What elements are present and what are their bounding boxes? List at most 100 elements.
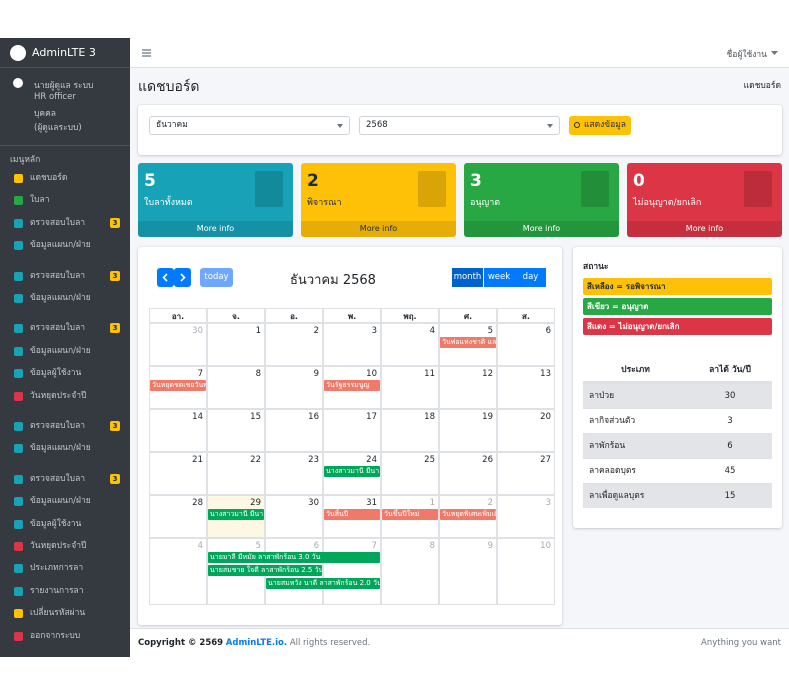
- day-cell[interactable]: 2: [265, 323, 323, 366]
- menu-item[interactable]: ข้อมูลแผนก/ฝ่าย: [8, 438, 124, 458]
- footer-link[interactable]: AdminLTE.io.: [225, 638, 288, 648]
- menu-item[interactable]: ตรวจสอบใบลา 3: [8, 469, 124, 489]
- chevron: [162, 273, 168, 282]
- day-cell[interactable]: 27: [497, 452, 555, 495]
- menu-icon: [14, 631, 23, 641]
- day-cell[interactable]: 9: [265, 366, 323, 409]
- day-cell[interactable]: 4: [149, 538, 207, 605]
- day-cell[interactable]: 5: [439, 323, 497, 366]
- more-info[interactable]: More info: [301, 221, 456, 237]
- brand[interactable]: AdminLTE 3: [0, 38, 130, 68]
- view-button[interactable]: week: [483, 268, 515, 287]
- day-cell[interactable]: 9: [439, 538, 497, 605]
- menu-item[interactable]: ข้อมูลแผนก/ฝ่าย: [8, 491, 124, 511]
- day-cell[interactable]: 12: [439, 366, 497, 409]
- more-info[interactable]: More info: [138, 221, 293, 237]
- day-cell[interactable]: 30: [265, 495, 323, 538]
- day-cell[interactable]: 4: [381, 323, 439, 366]
- day-cell[interactable]: 11: [381, 366, 439, 409]
- day-cell[interactable]: 14: [149, 409, 207, 452]
- user-line: (ผู้ดูแลระบบ): [34, 123, 82, 133]
- menu-item[interactable]: วันหยุดประจำปี: [8, 536, 124, 556]
- menu-item[interactable]: ข้อมูลแผนก/ฝ่าย: [8, 235, 124, 255]
- leave-type: ลาคลอดบุตร: [589, 466, 636, 476]
- day-cell[interactable]: 26: [439, 452, 497, 495]
- day-cell[interactable]: 24: [323, 452, 381, 495]
- calendar-event[interactable]: วันหยุดชดเชยวันพ่อแห่งชาติ: [150, 380, 206, 391]
- menu-item[interactable]: เปลี่ยนรหัสผ่าน: [8, 603, 124, 623]
- day-cell[interactable]: 13: [497, 366, 555, 409]
- day-cell[interactable]: 25: [381, 452, 439, 495]
- menu-item[interactable]: ใบลา: [8, 190, 124, 210]
- menu-item[interactable]: ตรวจสอบใบลา 3: [8, 318, 124, 338]
- table-row: ลาป่วย 30: [583, 383, 772, 408]
- day-cell[interactable]: 1: [381, 495, 439, 538]
- navbar: ชื่อผู้ใช้งาน: [130, 38, 789, 68]
- user-menu[interactable]: ชื่อผู้ใช้งาน: [726, 50, 767, 60]
- prev-button[interactable]: [157, 268, 174, 287]
- calendar-event[interactable]: นางสาวมานี มีนา ลากิจส่วนตัว: [324, 466, 380, 477]
- day-cell[interactable]: 2: [439, 495, 497, 538]
- menu-item[interactable]: ประเภทการลา: [8, 558, 124, 578]
- menu-item[interactable]: วันหยุดประจำปี: [8, 386, 124, 406]
- day-cell[interactable]: 23: [265, 452, 323, 495]
- day-number: 23: [308, 455, 319, 465]
- menu-item[interactable]: แดชบอร์ด: [8, 168, 124, 188]
- menu-item[interactable]: รายงานการลา: [8, 581, 124, 601]
- calendar-event[interactable]: นายสมหวัง นาดี ลาสาพักร้อน 2.0 วัน: [266, 578, 380, 589]
- calendar-event[interactable]: วันสิ้นปี: [324, 509, 380, 520]
- day-cell[interactable]: 1: [207, 323, 265, 366]
- menu-item[interactable]: ตรวจสอบใบลา 3: [8, 266, 124, 286]
- menu-item[interactable]: ข้อมูลผู้ใช้งาน: [8, 514, 124, 534]
- menu-item[interactable]: ข้อมูลแผนก/ฝ่าย: [8, 288, 124, 308]
- day-cell[interactable]: 16: [265, 409, 323, 452]
- calendar-event[interactable]: นายมาลี มีหมัย ลาสาพักร้อน 3.0 วัน: [208, 552, 380, 563]
- day-cell[interactable]: 7: [149, 366, 207, 409]
- day-cell[interactable]: 30: [149, 323, 207, 366]
- day-cell[interactable]: 21: [149, 452, 207, 495]
- day-cell[interactable]: 17: [323, 409, 381, 452]
- day-cell[interactable]: 6: [497, 323, 555, 366]
- day-cell[interactable]: 3: [497, 495, 555, 538]
- day-cell[interactable]: 31: [323, 495, 381, 538]
- day-cell[interactable]: 15: [207, 409, 265, 452]
- day-cell[interactable]: 28: [149, 495, 207, 538]
- box-label: พิจารณา: [307, 198, 342, 208]
- menu-item[interactable]: ตรวจสอบใบลา 3: [8, 213, 124, 233]
- day-cell[interactable]: 10: [323, 366, 381, 409]
- user-line: HR officer: [34, 92, 76, 102]
- calendar-event[interactable]: วันขึ้นปีใหม่: [382, 509, 438, 520]
- year-select[interactable]: 2568: [359, 116, 560, 135]
- day-cell[interactable]: 18: [381, 409, 439, 452]
- calendar-event[interactable]: นายสมชาย ใจดี ลาสาพักร้อน 2.5 วัน: [208, 565, 322, 576]
- view-button[interactable]: day: [515, 268, 546, 287]
- calendar-event[interactable]: นางสาวมานี มีนา ลากิจส่วนตัว: [208, 509, 264, 520]
- day-cell[interactable]: 22: [207, 452, 265, 495]
- day-cell[interactable]: 7: [323, 538, 381, 605]
- show-button[interactable]: แสดงข้อมูล: [569, 116, 631, 135]
- calendar-event[interactable]: วันพ่อแห่งชาติ และวันชาติ: [440, 337, 496, 348]
- box-icon: [744, 171, 772, 207]
- more-info[interactable]: More info: [464, 221, 619, 237]
- menu-item[interactable]: ตรวจสอบใบลา 3: [8, 416, 124, 436]
- day-cell[interactable]: 19: [439, 409, 497, 452]
- day-cell[interactable]: 8: [207, 366, 265, 409]
- day-cell[interactable]: 8: [381, 538, 439, 605]
- calendar-event[interactable]: วันหยุดพิเศษเพิ่มเติม: [440, 509, 496, 520]
- more-info[interactable]: More info: [627, 221, 782, 237]
- menu-label: ข้อมูลแผนก/ฝ่าย: [30, 443, 91, 454]
- menu-toggle[interactable]: [142, 49, 151, 57]
- day-cell[interactable]: 20: [497, 409, 555, 452]
- day-number: 4: [429, 326, 435, 336]
- menu-item[interactable]: ข้อมูลผู้ใช้งาน: [8, 363, 124, 383]
- menu-badge: 3: [110, 270, 120, 281]
- day-cell[interactable]: 3: [323, 323, 381, 366]
- menu-item[interactable]: ข้อมูลแผนก/ฝ่าย: [8, 341, 124, 361]
- menu-item[interactable]: ออกจากระบบ: [8, 626, 124, 646]
- day-cell[interactable]: 10: [497, 538, 555, 605]
- next-button[interactable]: [174, 268, 191, 287]
- today-button[interactable]: today: [200, 268, 233, 287]
- calendar-event[interactable]: วันรัฐธรรมนูญ: [324, 380, 380, 391]
- view-button[interactable]: month: [452, 268, 483, 287]
- month-select[interactable]: ธันวาคม: [149, 116, 350, 135]
